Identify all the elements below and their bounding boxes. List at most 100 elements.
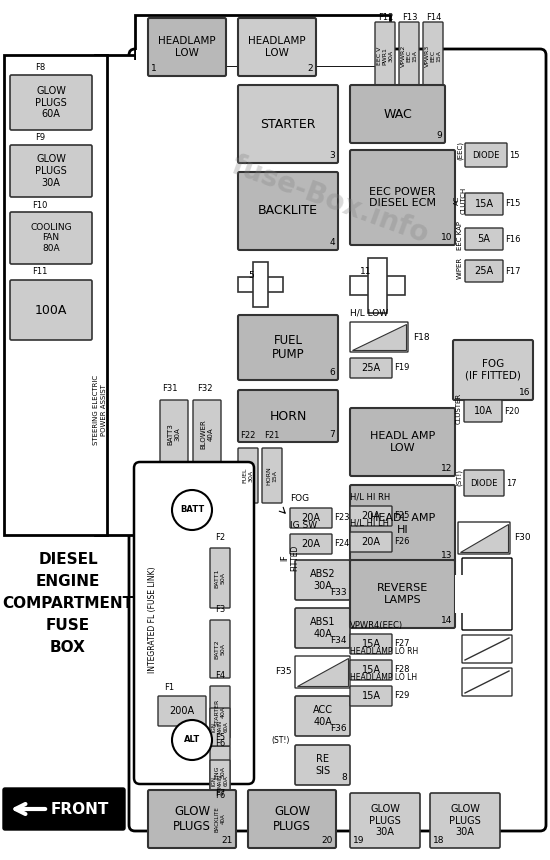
- Text: HEADL AMP
HI: HEADL AMP HI: [370, 513, 435, 535]
- Text: BOX: BOX: [50, 641, 86, 655]
- Text: 16: 16: [519, 388, 530, 397]
- Text: HEADL AMP
LOW: HEADL AMP LOW: [370, 431, 435, 453]
- FancyBboxPatch shape: [238, 315, 338, 380]
- Text: STARTER: STARTER: [260, 118, 316, 131]
- Text: 17: 17: [506, 478, 516, 488]
- Text: RE
SIS: RE SIS: [315, 754, 330, 776]
- FancyBboxPatch shape: [10, 75, 92, 130]
- Text: BATT2
50A: BATT2 50A: [214, 639, 225, 659]
- FancyBboxPatch shape: [290, 508, 332, 528]
- Text: F1: F1: [164, 684, 174, 692]
- Text: 10A: 10A: [474, 406, 492, 416]
- FancyBboxPatch shape: [430, 793, 500, 848]
- FancyBboxPatch shape: [210, 708, 230, 746]
- Text: 6: 6: [329, 368, 335, 377]
- FancyBboxPatch shape: [210, 800, 230, 838]
- FancyBboxPatch shape: [210, 746, 230, 798]
- Text: 18: 18: [433, 836, 444, 845]
- FancyBboxPatch shape: [10, 212, 92, 264]
- Text: IGN
MAIN
60A: IGN MAIN 60A: [212, 720, 228, 734]
- Polygon shape: [297, 658, 348, 686]
- Text: 14: 14: [441, 616, 452, 625]
- FancyBboxPatch shape: [295, 696, 350, 736]
- FancyBboxPatch shape: [210, 686, 230, 738]
- Text: 11: 11: [360, 267, 371, 277]
- Text: EEC POWER
DIESEL ECM: EEC POWER DIESEL ECM: [369, 187, 436, 208]
- Text: F30: F30: [514, 533, 531, 543]
- FancyBboxPatch shape: [465, 260, 503, 282]
- FancyBboxPatch shape: [160, 400, 188, 468]
- Text: GLOW
PLUGS
30A: GLOW PLUGS 30A: [35, 155, 67, 187]
- Text: FUEL
PUMP: FUEL PUMP: [272, 334, 304, 361]
- FancyBboxPatch shape: [375, 22, 395, 90]
- Text: F6: F6: [215, 791, 225, 800]
- Bar: [130, 60, 150, 534]
- Text: IF
FITTED: IF FITTED: [280, 545, 300, 571]
- Text: F33: F33: [331, 588, 347, 597]
- Text: 15A: 15A: [361, 639, 381, 649]
- Text: BATT1
50A: BATT1 50A: [214, 568, 225, 587]
- Text: F24: F24: [334, 539, 349, 549]
- FancyBboxPatch shape: [295, 608, 350, 648]
- Text: FRONT: FRONT: [51, 802, 109, 816]
- FancyBboxPatch shape: [458, 522, 510, 554]
- FancyBboxPatch shape: [148, 18, 226, 76]
- Text: F2: F2: [215, 533, 225, 542]
- Text: FOG
(IF FITTED): FOG (IF FITTED): [465, 359, 521, 381]
- Text: HEADLAMP
LOW: HEADLAMP LOW: [248, 36, 306, 58]
- FancyBboxPatch shape: [295, 656, 350, 688]
- Text: 25A: 25A: [475, 266, 493, 276]
- Text: GLOW
PLUGS
30A: GLOW PLUGS 30A: [369, 804, 401, 837]
- Polygon shape: [460, 524, 508, 552]
- Text: INTEGRATED FL (FUSE LINK): INTEGRATED FL (FUSE LINK): [147, 567, 157, 673]
- FancyBboxPatch shape: [399, 22, 419, 90]
- FancyBboxPatch shape: [350, 634, 392, 654]
- Text: GLOW
PLUGS: GLOW PLUGS: [173, 805, 211, 833]
- Text: F34: F34: [331, 636, 347, 645]
- Text: BATT3
30A: BATT3 30A: [168, 423, 180, 445]
- FancyBboxPatch shape: [248, 790, 336, 848]
- Bar: [455, 575, 470, 613]
- FancyBboxPatch shape: [462, 558, 512, 630]
- Text: HEADLAMP LO LH: HEADLAMP LO LH: [350, 673, 417, 682]
- FancyBboxPatch shape: [238, 390, 338, 442]
- Text: ENGINE: ENGINE: [36, 574, 100, 589]
- Text: H/L LOW: H/L LOW: [350, 309, 388, 318]
- FancyBboxPatch shape: [465, 228, 503, 250]
- FancyBboxPatch shape: [462, 635, 512, 663]
- FancyBboxPatch shape: [210, 620, 230, 678]
- FancyBboxPatch shape: [3, 788, 125, 830]
- Text: 3: 3: [329, 151, 335, 160]
- Text: BACKLITE: BACKLITE: [258, 205, 318, 218]
- Text: 10: 10: [441, 233, 452, 242]
- Bar: [253, 262, 268, 307]
- FancyBboxPatch shape: [238, 85, 338, 163]
- FancyBboxPatch shape: [238, 172, 338, 250]
- FancyBboxPatch shape: [453, 340, 533, 400]
- FancyBboxPatch shape: [350, 506, 392, 526]
- FancyBboxPatch shape: [350, 408, 455, 476]
- Text: GLOW
PLUGS
30A: GLOW PLUGS 30A: [449, 804, 481, 837]
- FancyBboxPatch shape: [129, 49, 546, 831]
- Text: IG SW: IG SW: [290, 521, 317, 530]
- Text: HORN: HORN: [270, 409, 307, 422]
- Text: F20: F20: [504, 407, 519, 415]
- Text: F32: F32: [197, 384, 213, 393]
- Text: F16: F16: [505, 235, 520, 243]
- Text: WAC: WAC: [383, 108, 412, 120]
- Text: BATT: BATT: [180, 506, 204, 514]
- Text: F27: F27: [394, 640, 410, 648]
- Text: F28: F28: [394, 666, 410, 674]
- Text: F22: F22: [240, 431, 256, 440]
- Text: 25A: 25A: [361, 363, 381, 373]
- Text: 21: 21: [222, 836, 233, 845]
- Text: 7: 7: [329, 430, 335, 439]
- FancyBboxPatch shape: [464, 400, 502, 422]
- Text: BLOWER
40A: BLOWER 40A: [201, 419, 213, 449]
- Text: 100A: 100A: [35, 304, 67, 316]
- FancyBboxPatch shape: [148, 790, 236, 848]
- Text: (EEC): (EEC): [456, 140, 463, 159]
- Text: STEERING ELECTRIC
POWER ASSIST: STEERING ELECTRIC POWER ASSIST: [94, 375, 107, 445]
- Text: 20A: 20A: [301, 539, 321, 549]
- Text: F36: F36: [331, 724, 347, 733]
